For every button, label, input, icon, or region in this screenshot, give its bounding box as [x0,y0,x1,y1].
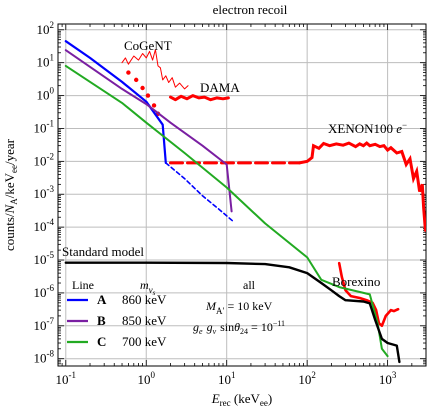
model-curve-4 [64,261,401,364]
y-tick-label: 10-7 [34,316,55,333]
legend-value: 860 keV [122,292,167,307]
legend-mass: MA′ = 10 keV [205,299,273,316]
x-tick-label: 103 [379,370,397,387]
y-tick-label: 101 [37,53,55,70]
dama-curve [169,94,230,102]
x-tick-label: 102 [298,370,316,387]
cogent-curve [121,49,189,90]
legend-value: 700 keV [122,334,167,349]
model-curve-0 [64,40,167,164]
y-tick-label: 10-2 [34,151,55,168]
label-standard-model: Standard model [62,244,144,259]
y-tick-label: 10-1 [34,118,55,135]
data-series [64,40,426,364]
x-tick-label: 101 [218,370,236,387]
data-point [133,77,139,83]
legend-letter: C [97,334,106,349]
y-tick-labels: 102 101 100 10-1 10-2 10-3 10-4 10-5 10-6 10-7 10-… [34,20,55,366]
x-tick-label: 10-1 [56,370,77,387]
label-xenon: XENON100 e− [328,120,407,136]
model-curve-2 [64,49,233,213]
legend-letter: B [97,313,106,328]
x-axis-label: Erec (keVee) [211,391,273,408]
y-tick-label: 10-3 [34,184,55,201]
x-tick-label: 100 [138,370,156,387]
borexino-curve [337,261,400,328]
legend-header-all: all [243,278,256,292]
x-tick-labels: 10-1 100 101 102 103 [56,370,397,387]
label-borexino: Borexino [332,274,380,289]
plot-frame [57,23,427,367]
label-xenon-sup: − [402,120,407,130]
legend-letter: A [97,292,107,307]
model-curve-1 [165,162,234,223]
y-tick-label: 10-5 [34,250,55,267]
legend-header-mass: mνs [140,278,156,297]
label-dama: DAMA [200,80,240,95]
grid-lines [58,24,426,366]
legend-value: 850 keV [122,313,167,328]
legend-rows: A 860 keV B 850 keV C 700 keV [67,292,167,349]
data-point [126,70,131,75]
y-tick-label: 10-8 [34,349,55,366]
legend-header-line: Line [72,278,94,292]
chart-title: electron recoil [213,2,288,17]
y-tick-label: 100 [37,86,55,103]
label-xenon-text: XENON100 [328,121,393,136]
legend-coupling: ge gν sinθ24 = 10−11 [193,319,285,336]
y-tick-label: 10-4 [34,217,55,234]
y-tick-label: 102 [37,20,55,37]
y-tick-label: 10-6 [34,283,55,300]
data-point [140,85,145,91]
label-cogent: CoGeNT [124,38,172,53]
xenon-curve [297,141,426,232]
data-point [145,93,151,98]
axis-ticks [57,24,427,367]
data-point [151,103,157,108]
label-xenon-e: e [396,121,402,136]
y-axis-label: counts/NA/keVee/year [2,138,19,251]
